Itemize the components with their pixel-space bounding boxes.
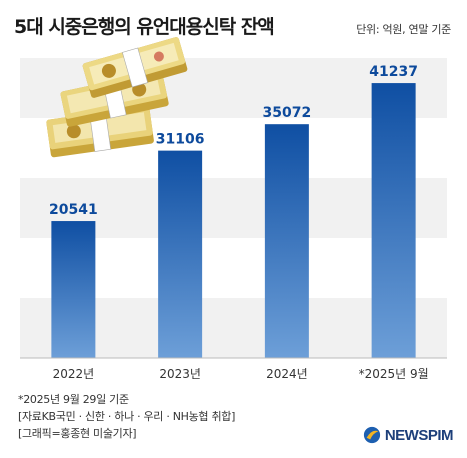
footnote-date: *2025년 9월 29일 기준	[18, 393, 129, 406]
footnote-credit: [그래픽=홍종현 미술기자]	[18, 427, 137, 440]
unit-note: 단위: 억원, 연말 기준	[356, 23, 451, 36]
data-label: 31106	[156, 132, 205, 148]
footnote-source: [자료KB국민 · 신한 · 하나 · 우리 · NH농협 취합]	[18, 410, 236, 423]
logo-text: NEWSPIM	[384, 426, 454, 444]
bar	[371, 83, 416, 358]
footer-notes: *2025년 9월 29일 기준 [자료KB국민 · 신한 · 하나 · 우리 …	[18, 391, 235, 442]
chart-title: 5대 시중은행의 유언대용신탁 잔액	[14, 16, 275, 38]
x-tick-label: 2022년	[53, 367, 95, 381]
data-label: 41237	[369, 64, 418, 80]
korean-won-bill-stack-icon	[46, 37, 188, 158]
newspim-logo: NEWSPIM	[363, 426, 454, 444]
bar	[158, 150, 203, 358]
bar	[51, 221, 96, 358]
x-tick-label: 2024년	[266, 367, 308, 381]
x-tick-label: 2023년	[159, 367, 201, 381]
data-label: 20541	[49, 202, 98, 218]
bar	[264, 124, 309, 358]
data-label: 35072	[263, 105, 312, 121]
x-tick-label: *2025년 9월	[359, 367, 429, 381]
newspim-logo-icon	[363, 426, 380, 444]
